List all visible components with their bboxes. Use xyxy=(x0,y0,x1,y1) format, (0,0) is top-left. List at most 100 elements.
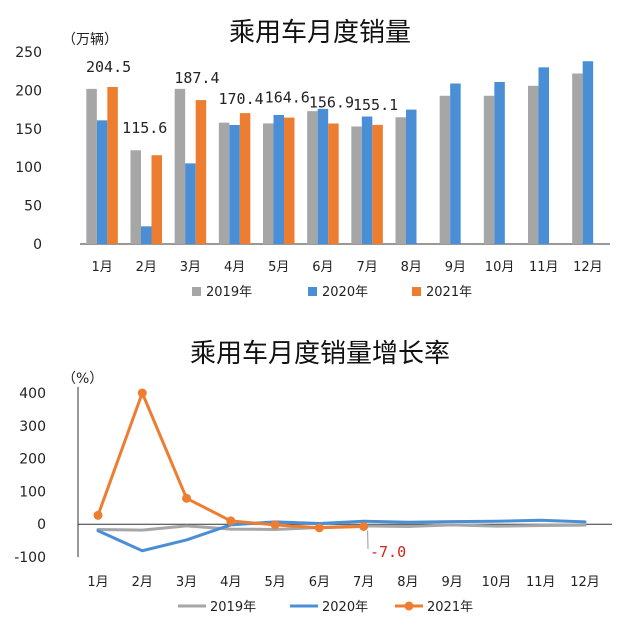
point-2021年 xyxy=(226,516,236,526)
point-2021年 xyxy=(93,510,103,520)
x-tick-label: 4月 xyxy=(220,575,241,590)
bar-2021年 xyxy=(328,123,339,244)
bar-2021年 xyxy=(107,86,118,244)
legend-label-2020年: 2020年 xyxy=(322,600,368,615)
data-label-2021: 155.1 xyxy=(353,96,398,114)
x-tick-label: 5月 xyxy=(264,575,285,590)
bar-2019年 xyxy=(130,150,141,244)
bar-2020年 xyxy=(582,61,594,244)
bar-2019年 xyxy=(528,85,539,245)
bar-2020年 xyxy=(494,81,505,245)
data-label-2021: 164.6 xyxy=(265,89,310,107)
y-tick-label: 200 xyxy=(19,452,46,468)
chart1-title: 乘用车月度销量 xyxy=(228,18,411,48)
bar-2020年 xyxy=(450,83,461,244)
bar-2019年 xyxy=(86,88,97,244)
x-tick-label: 12月 xyxy=(573,260,603,275)
data-label-2021: 115.6 xyxy=(122,119,167,137)
point-2021年 xyxy=(314,523,324,533)
bar-2021年 xyxy=(239,113,251,244)
x-tick-label: 8月 xyxy=(397,575,418,590)
x-tick-label: 8月 xyxy=(401,260,422,275)
bar-2019年 xyxy=(307,111,318,244)
data-label-2021: 187.4 xyxy=(174,69,219,87)
legend-swatch-2021年 xyxy=(412,287,421,296)
bar-2020年 xyxy=(229,124,240,244)
y-tick-label: -100 xyxy=(14,550,46,566)
x-tick-label: 2月 xyxy=(136,260,157,275)
point-2021年 xyxy=(182,493,192,503)
bar-2020年 xyxy=(361,116,373,244)
y-tick-label: 300 xyxy=(19,419,46,435)
chart2-title: 乘用车月度销量增长率 xyxy=(189,339,450,369)
data-label-2021: 204.5 xyxy=(86,58,131,76)
y-axis-unit: （%） xyxy=(62,371,103,387)
legend-swatch-2019年 xyxy=(192,287,201,296)
x-tick-label: 9月 xyxy=(442,575,463,590)
x-tick-label: 10月 xyxy=(482,575,512,590)
bar-2019年 xyxy=(439,95,451,244)
bar-2020年 xyxy=(538,67,549,244)
x-tick-label: 1月 xyxy=(91,260,112,275)
series-line-2020年 xyxy=(96,518,587,553)
x-tick-label: 6月 xyxy=(309,575,330,590)
x-tick-label: 9月 xyxy=(445,260,466,275)
x-tick-label: 2月 xyxy=(132,575,153,590)
bar-2020年 xyxy=(96,120,108,244)
x-tick-label: 3月 xyxy=(176,575,197,590)
x-tick-label: 7月 xyxy=(353,575,374,590)
y-tick-label: 200 xyxy=(15,83,42,99)
bar-2019年 xyxy=(351,126,362,244)
bar-2021年 xyxy=(151,155,162,244)
legend-label-2019年: 2019年 xyxy=(210,600,256,615)
y-axis-unit: （万辆） xyxy=(62,32,118,48)
bar-2021年 xyxy=(284,117,295,244)
bar-2020年 xyxy=(317,108,329,244)
x-tick-label: 11月 xyxy=(529,260,559,275)
bar-2020年 xyxy=(185,163,196,244)
data-label-2021: 170.4 xyxy=(219,90,264,108)
point-2021年 xyxy=(359,521,369,531)
legend-label-2019年: 2019年 xyxy=(206,285,252,300)
x-tick-label: 7月 xyxy=(356,260,377,275)
legend-label-2020年: 2020年 xyxy=(322,285,368,300)
legend-label-2021年: 2021年 xyxy=(426,285,472,300)
y-tick-label: 100 xyxy=(15,160,42,176)
bar-2020年 xyxy=(273,114,284,244)
bar-2020年 xyxy=(406,109,417,244)
y-tick-label: 250 xyxy=(15,45,42,61)
y-tick-label: 400 xyxy=(19,386,46,402)
sales-bar-chart: （万辆） 0 50 100 150 200 250 1月 2月 3月 4月 5月 6月 7月 8月 9月 10月… xyxy=(15,32,610,300)
y-tick-label: 50 xyxy=(24,199,42,215)
annotation-label: -7.0 xyxy=(370,543,406,561)
x-tick-label: 10月 xyxy=(485,260,515,275)
legend-label-2021年: 2021年 xyxy=(427,600,473,615)
legend-marker-2021年 xyxy=(404,601,414,611)
data-label-2021: 156.9 xyxy=(309,94,354,112)
x-tick-label: 5月 xyxy=(268,260,289,275)
y-tick-label: 0 xyxy=(33,237,42,253)
x-tick-label: 11月 xyxy=(526,575,556,590)
bar-2019年 xyxy=(263,123,274,244)
x-tick-label: 4月 xyxy=(224,260,245,275)
bar-2021年 xyxy=(372,124,383,244)
bar-2019年 xyxy=(483,95,495,244)
bar-2019年 xyxy=(174,88,186,244)
bar-2020年 xyxy=(141,226,152,244)
x-tick-label: 6月 xyxy=(312,260,333,275)
y-tick-label: 100 xyxy=(19,484,46,500)
series-line-2021年 xyxy=(96,391,366,530)
bar-2019年 xyxy=(395,117,406,244)
point-2021年 xyxy=(137,388,147,398)
bar-2021年 xyxy=(195,100,207,244)
y-tick-label: 150 xyxy=(15,122,42,138)
x-tick-label: 3月 xyxy=(180,260,201,275)
bar-2019年 xyxy=(218,122,230,244)
y-tick-label: 0 xyxy=(37,517,46,533)
legend-swatch-2020年 xyxy=(308,287,317,296)
bar-2019年 xyxy=(572,73,583,244)
x-tick-label: 1月 xyxy=(87,575,108,590)
x-tick-label: 12月 xyxy=(570,575,600,590)
point-2021年 xyxy=(270,520,280,530)
